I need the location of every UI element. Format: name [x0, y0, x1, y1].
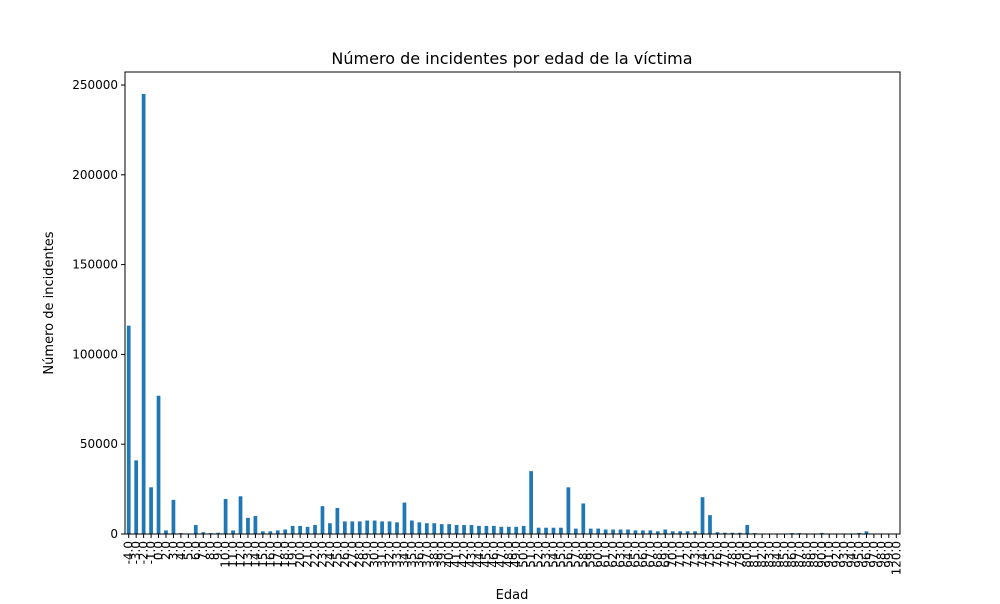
- bar: [470, 525, 474, 534]
- bar: [417, 522, 421, 534]
- bar: [634, 530, 638, 534]
- y-axis-label: Número de incidentes: [42, 231, 57, 374]
- bar: [507, 527, 511, 534]
- bar: [306, 527, 310, 534]
- bar: [276, 530, 280, 534]
- bar: [298, 526, 302, 534]
- y-tick-label: 0: [110, 527, 118, 541]
- bar: [224, 499, 228, 534]
- bar: [604, 530, 608, 534]
- bar: [485, 526, 489, 534]
- y-tick-label: 200000: [72, 168, 118, 182]
- bar: [231, 530, 235, 534]
- bar: [537, 528, 541, 534]
- bar: [701, 497, 705, 534]
- bar: [462, 525, 466, 534]
- bar: [164, 530, 168, 534]
- bar: [581, 503, 585, 534]
- bar: [492, 526, 496, 534]
- bar: [395, 522, 399, 534]
- bar: [425, 523, 429, 534]
- bar: [291, 526, 295, 534]
- bar: [559, 528, 563, 534]
- bar: [552, 528, 556, 534]
- bar: [127, 326, 131, 534]
- bar: [194, 525, 198, 534]
- bar: [574, 529, 578, 534]
- bar: [403, 503, 407, 534]
- bar: [149, 487, 153, 534]
- bar: [388, 521, 392, 534]
- bar: [589, 529, 593, 534]
- bar: [514, 527, 518, 534]
- bar: [157, 396, 161, 534]
- bar: [708, 515, 712, 534]
- bar: [663, 530, 667, 534]
- bar: [641, 530, 645, 534]
- x-axis-label: Edad: [496, 588, 529, 600]
- bar: [380, 521, 384, 534]
- y-tick-label: 50000: [80, 437, 118, 451]
- bar: [142, 94, 146, 534]
- bar: [648, 530, 652, 534]
- y-tick-label: 100000: [72, 347, 118, 361]
- bar: [134, 460, 138, 534]
- chart-title: Número de incidentes por edad de la víct…: [331, 49, 692, 68]
- bar: [172, 500, 176, 534]
- bar: [410, 521, 414, 534]
- bar: [432, 523, 436, 534]
- x-tick-label: 120.0: [889, 541, 903, 575]
- bar: [447, 524, 451, 534]
- bar: [358, 521, 362, 534]
- bar: [350, 521, 354, 534]
- bar: [611, 530, 615, 534]
- bar: [522, 526, 526, 534]
- bar: [343, 521, 347, 534]
- bar: [373, 521, 377, 534]
- bar: [455, 525, 459, 534]
- bar: [499, 527, 503, 534]
- bar: [619, 530, 623, 534]
- bar: [283, 530, 287, 534]
- bar: [254, 516, 258, 534]
- bar: [544, 528, 548, 534]
- bar: [246, 518, 250, 534]
- y-tick-label: 150000: [72, 258, 118, 272]
- bar: [626, 530, 630, 534]
- bar: [477, 526, 481, 534]
- bar: [239, 496, 243, 534]
- bar: [313, 525, 317, 534]
- bar: [328, 523, 332, 534]
- y-tick-label: 250000: [72, 78, 118, 92]
- bar: [321, 506, 325, 534]
- bar: [336, 508, 340, 534]
- bar: [365, 521, 369, 534]
- bar: [745, 525, 749, 534]
- bar: [596, 529, 600, 534]
- bar: [567, 487, 571, 534]
- bar: [440, 524, 444, 534]
- bar: [529, 471, 533, 534]
